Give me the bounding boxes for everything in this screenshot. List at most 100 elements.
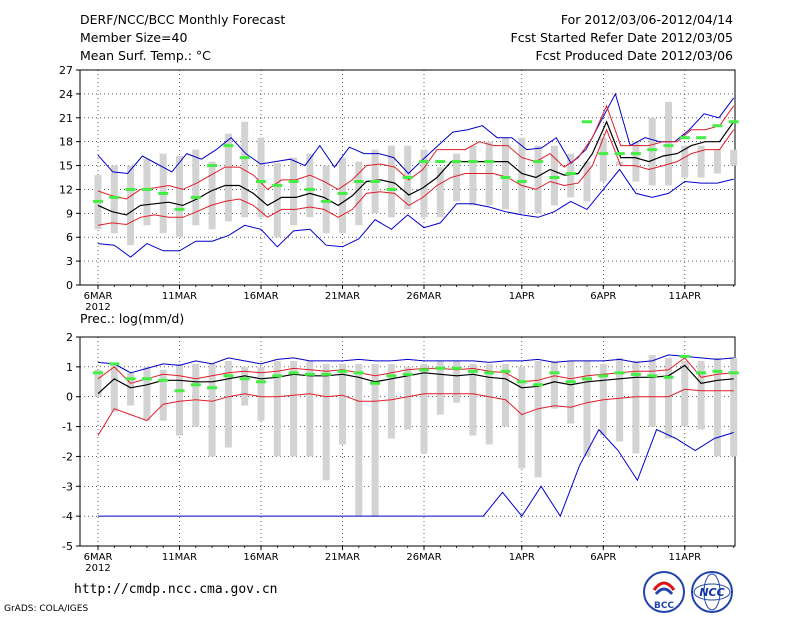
observation-marker [484,160,495,164]
bcc-logo: BCC [643,571,685,613]
y-tick-label: 27 [59,64,73,77]
observation-marker [679,354,690,358]
observation-marker [109,362,120,366]
ensemble-bar [567,360,575,424]
ensemble-bar [632,360,640,454]
observation-marker [598,374,609,378]
y-tick-label: 18 [59,136,73,149]
ensemble-bar [681,360,689,427]
ensemble-bar [306,360,314,457]
x-tick-label: 26MAR [406,291,441,302]
observation-marker [500,176,511,179]
observation-marker [549,176,560,179]
observation-marker [304,372,315,376]
ensemble-bar [502,137,509,210]
ensemble-bar [339,157,346,234]
observation-marker [435,366,446,370]
ensemble-bar [355,363,363,517]
observation-marker [712,124,723,128]
chart-title: DERF/NCC/BCC Monthly Forecast [80,12,286,27]
observation-marker [337,369,348,373]
x-tick-label: 6MAR [84,291,113,302]
ncc-logo-text: NCC [699,586,724,599]
observation-marker [386,187,397,191]
forecast-start-date: Fcst Started Refer Date 2012/03/05 [510,30,734,45]
ensemble-bar [208,161,216,230]
ensemble-bar [273,360,281,457]
ensemble-bar [404,366,412,430]
ensemble-bar [453,153,461,202]
observation-marker [272,183,283,187]
ensemble-bar [306,153,314,218]
observation-marker [728,371,739,375]
observation-marker [386,374,397,378]
observation-marker [93,371,103,375]
y-tick-label: 6 [66,231,73,244]
observation-marker [321,199,332,203]
ncc-logo: NCC [691,571,733,613]
observation-marker [598,152,609,156]
observation-marker [712,369,723,373]
ensemble-bar [208,363,216,457]
grads-credit: GrADS: COLA/IGES [4,604,89,614]
y-tick-label: 1 [66,361,73,374]
ensemble-bar [648,117,656,186]
x-tick-label: 6APR [590,291,616,302]
observation-marker [223,144,234,148]
observation-marker [93,199,103,203]
ensemble-mean-line [97,120,735,216]
observation-marker [451,160,462,164]
observation-marker [565,380,576,384]
observation-marker [353,179,364,183]
observation-marker [125,187,136,191]
ensemble-bar [176,156,183,238]
y-tick-label: -3 [62,480,73,493]
observation-marker [272,374,283,378]
observation-marker [207,164,218,168]
spread-upper-line [97,104,735,200]
forecast-produced-date: Fcst Produced Date 2012/03/06 [535,48,733,63]
ensemble-bar [518,366,526,469]
ensemble-bar [355,161,363,226]
ensemble-bar [436,360,444,415]
y-tick-label: 0 [66,279,73,292]
ensemble-mean-line [97,364,734,395]
observation-marker [549,371,560,375]
x-tick-label: 11MAR [162,291,197,302]
ensemble-bar [730,357,738,457]
ensemble-bar [192,363,200,427]
ensemble-bar [420,363,428,454]
y-tick-label: -5 [62,540,73,553]
ensemble-bar [224,360,232,448]
observation-marker [353,371,364,375]
ensemble-bar [469,363,477,436]
forecast-period: For 2012/03/06-2012/04/14 [560,12,733,27]
ensemble-bar [730,149,738,166]
observation-marker [663,375,674,379]
observation-marker [174,389,185,393]
observation-marker [500,369,511,373]
envelope-min-line [98,428,734,518]
ensemble-bar [697,360,705,430]
observation-marker [419,368,429,372]
observation-marker [158,378,169,382]
observation-marker [614,371,625,375]
x-tick-label: 21MAR [325,552,360,563]
source-url[interactable]: http://cmdp.ncc.cma.gov.cn [74,582,278,597]
y-tick-label: 15 [59,160,73,173]
observation-marker [239,377,250,381]
y-tick-label: 21 [59,112,73,125]
envelope-max-line [97,92,735,175]
spread-lower-line [97,388,734,436]
observation-marker [484,371,495,375]
observation-marker [451,366,462,370]
observation-marker [141,377,152,381]
observation-marker [239,156,250,160]
y-tick-label: 9 [66,207,73,220]
observation-marker [141,187,152,191]
x-tick-label: 11APR [669,552,702,563]
observation-marker [158,191,169,195]
ensemble-bar [176,363,183,436]
